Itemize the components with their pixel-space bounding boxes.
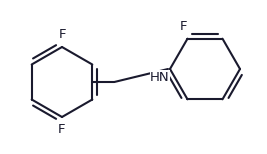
Text: HN: HN [150, 71, 170, 83]
Text: F: F [180, 20, 187, 33]
Text: F: F [58, 123, 66, 136]
Text: F: F [58, 28, 66, 41]
